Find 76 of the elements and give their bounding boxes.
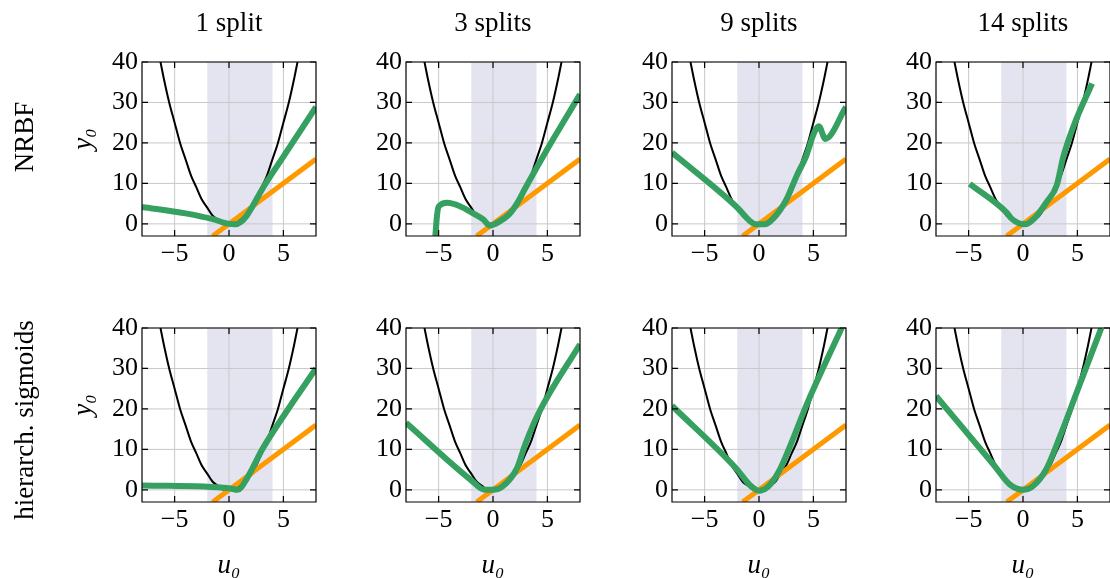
y-tick-label: 20 <box>112 126 138 156</box>
x-axis-title: u₀ <box>1011 548 1035 578</box>
x-tick-label: 5 <box>540 503 554 533</box>
y-tick-label: 20 <box>112 392 138 422</box>
x-tick-label: −5 <box>424 237 453 267</box>
y-tick-label: 40 <box>906 45 932 75</box>
y-tick-label: 0 <box>655 207 668 237</box>
y-tick-label: 0 <box>389 207 402 237</box>
x-tick-label: 0 <box>752 503 766 533</box>
text: NRBF <box>8 101 40 173</box>
x-tick-label: 5 <box>1070 237 1084 267</box>
y-tick-label: 0 <box>125 207 138 237</box>
x-tick-label: 5 <box>276 503 290 533</box>
y-tick-label: 0 <box>919 473 932 503</box>
text: hierarch. sigmoids <box>8 320 40 520</box>
y-tick-label: 40 <box>642 311 668 341</box>
y-tick-label: 30 <box>642 86 668 116</box>
y-tick-label: 30 <box>376 352 402 382</box>
x-tick-label: 5 <box>540 237 554 267</box>
x-axis-title: u₀ <box>217 548 241 578</box>
x-tick-label: 0 <box>486 503 500 533</box>
x-tick-label: 0 <box>1016 237 1030 267</box>
x-tick-label: −5 <box>690 503 719 533</box>
x-tick-label: −5 <box>690 237 719 267</box>
x-tick-label: −5 <box>160 237 189 267</box>
y-tick-label: 40 <box>376 45 402 75</box>
y-tick-label: 10 <box>376 433 402 463</box>
chart-title: 3 splits <box>454 6 532 38</box>
y-tick-label: 20 <box>376 392 402 422</box>
chart-title: 1 split <box>195 6 263 38</box>
x-tick-label: 0 <box>752 237 766 267</box>
y-tick-label: 10 <box>642 167 668 197</box>
x-tick-label: −5 <box>954 503 983 533</box>
x-axis-title: u₀ <box>481 548 505 578</box>
y-tick-label: 30 <box>376 86 402 116</box>
y-axis-title: y₀ <box>66 128 98 150</box>
y-tick-label: 10 <box>906 167 932 197</box>
y-axis-title: y₀ <box>66 394 98 416</box>
y-tick-label: 10 <box>376 167 402 197</box>
y-tick-label: 30 <box>642 352 668 382</box>
y-tick-label: 10 <box>642 433 668 463</box>
y-tick-label: 20 <box>906 126 932 156</box>
x-tick-label: 0 <box>1016 503 1030 533</box>
x-tick-label: 5 <box>806 237 820 267</box>
y-tick-label: 40 <box>906 311 932 341</box>
chart-title: 14 splits <box>977 6 1069 38</box>
y-tick-label: 30 <box>112 86 138 116</box>
y-tick-label: 40 <box>642 45 668 75</box>
y-tick-label: 30 <box>906 352 932 382</box>
x-tick-label: −5 <box>954 237 983 267</box>
x-tick-label: 5 <box>276 237 290 267</box>
y-tick-label: 40 <box>376 311 402 341</box>
y-tick-label: 0 <box>655 473 668 503</box>
x-tick-label: −5 <box>160 503 189 533</box>
y-tick-label: 20 <box>642 126 668 156</box>
y-tick-label: 0 <box>919 207 932 237</box>
y-tick-label: 20 <box>642 392 668 422</box>
y-tick-label: 10 <box>112 167 138 197</box>
y-tick-label: 20 <box>906 392 932 422</box>
x-tick-label: 0 <box>486 237 500 267</box>
chart-title: 9 splits <box>720 6 798 38</box>
y-tick-label: 10 <box>906 433 932 463</box>
y-tick-label: 20 <box>376 126 402 156</box>
x-tick-label: 5 <box>1070 503 1084 533</box>
y-tick-label: 30 <box>112 352 138 382</box>
x-tick-label: 0 <box>222 503 236 533</box>
y-tick-label: 30 <box>906 86 932 116</box>
y-tick-label: 0 <box>125 473 138 503</box>
x-tick-label: −5 <box>424 503 453 533</box>
y-tick-label: 40 <box>112 311 138 341</box>
y-tick-label: 10 <box>112 433 138 463</box>
x-axis-title: u₀ <box>747 548 771 578</box>
y-tick-label: 40 <box>112 45 138 75</box>
x-tick-label: 5 <box>806 503 820 533</box>
y-tick-label: 0 <box>389 473 402 503</box>
x-tick-label: 0 <box>222 237 236 267</box>
